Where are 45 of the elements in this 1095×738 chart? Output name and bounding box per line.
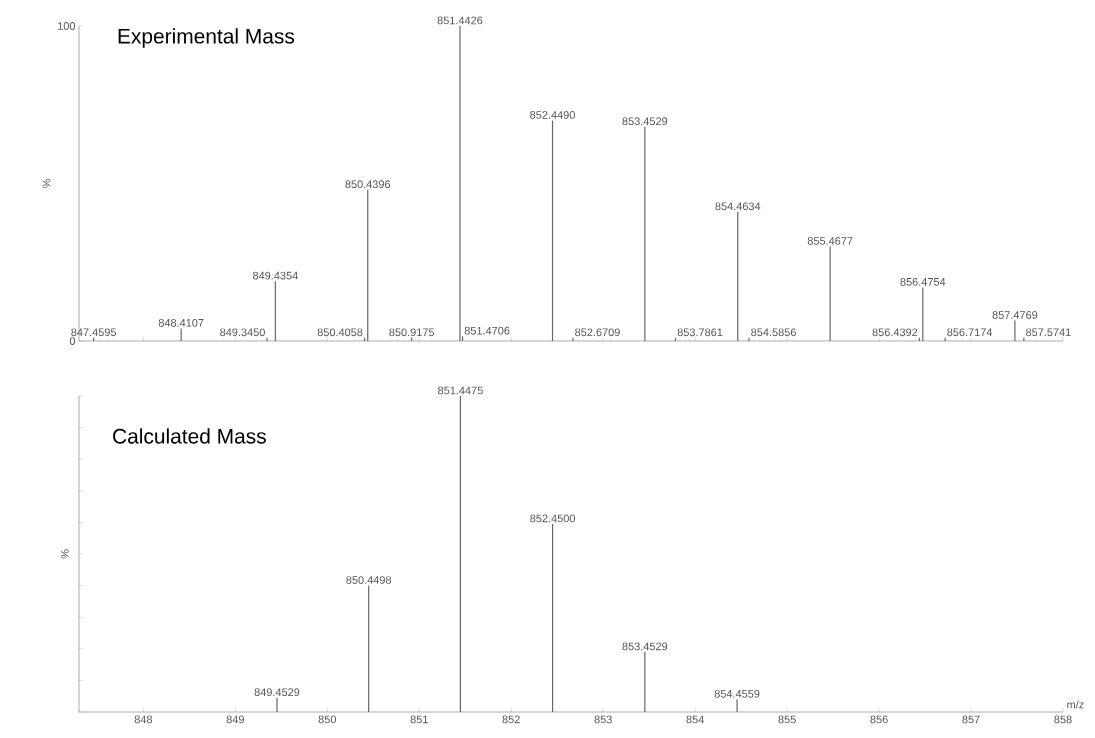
annotation: 851.4426 bbox=[437, 16, 483, 25]
x-tick-label: 855 bbox=[778, 715, 796, 724]
y-tick-label: 0 bbox=[69, 337, 76, 345]
y-axis-title: % bbox=[42, 179, 51, 188]
x-tick-label: 851 bbox=[410, 715, 428, 724]
y-axis-title: % bbox=[60, 549, 69, 559]
annotation: 850.4058 bbox=[317, 328, 363, 337]
annotation: 856.4392 bbox=[872, 328, 918, 337]
annotation: 856.4754 bbox=[900, 278, 946, 286]
annotation: 849.4529 bbox=[254, 688, 300, 697]
annotation: 847.4595 bbox=[71, 328, 117, 337]
x-tick-label: 848 bbox=[134, 715, 153, 724]
annotation: 850.4396 bbox=[345, 180, 391, 189]
x-tick-label: 856 bbox=[870, 715, 888, 724]
x-tick-label: 858 bbox=[1054, 715, 1072, 724]
annotation: 852.4500 bbox=[530, 514, 576, 523]
annotation: 853.4529 bbox=[622, 642, 668, 651]
x-tick-label: 850 bbox=[318, 715, 336, 724]
annotation: 853.7861 bbox=[677, 328, 723, 337]
text: Calculated Mass bbox=[113, 428, 266, 444]
annotation: 852.6709 bbox=[575, 328, 620, 337]
annotation: 853.4529 bbox=[622, 117, 668, 126]
x-tick-label: 852 bbox=[502, 715, 520, 724]
x-tick-label: 857 bbox=[962, 715, 980, 724]
annotation: 849.4354 bbox=[252, 271, 298, 280]
x-tick-label: 853 bbox=[594, 715, 612, 724]
annotation: 848.4107 bbox=[158, 318, 204, 327]
annotation: 850.4498 bbox=[346, 576, 392, 584]
annotation: 854.5856 bbox=[751, 328, 796, 337]
annotation: 854.4559 bbox=[714, 689, 760, 698]
annotation: 851.4475 bbox=[438, 386, 483, 395]
annotation: 857.5741 bbox=[1026, 328, 1071, 337]
annotation: 856.7174 bbox=[947, 328, 993, 337]
annotation: 850.9175 bbox=[389, 328, 435, 337]
x-tick-label: 849 bbox=[226, 715, 244, 724]
x-axis-title: m/z bbox=[1067, 700, 1084, 709]
annotation: 849.3450 bbox=[220, 328, 265, 337]
annotation: 857.4769 bbox=[992, 311, 1038, 319]
x-tick-label: 854 bbox=[686, 715, 704, 724]
annotation: 851.4706 bbox=[464, 326, 510, 335]
y-tick-label: 100 bbox=[58, 22, 76, 30]
chart-title: Experimental Mass bbox=[118, 28, 295, 48]
annotation: 855.4677 bbox=[807, 237, 853, 245]
annotation: 854.4634 bbox=[715, 202, 761, 211]
annotation: 852.4490 bbox=[530, 111, 575, 119]
